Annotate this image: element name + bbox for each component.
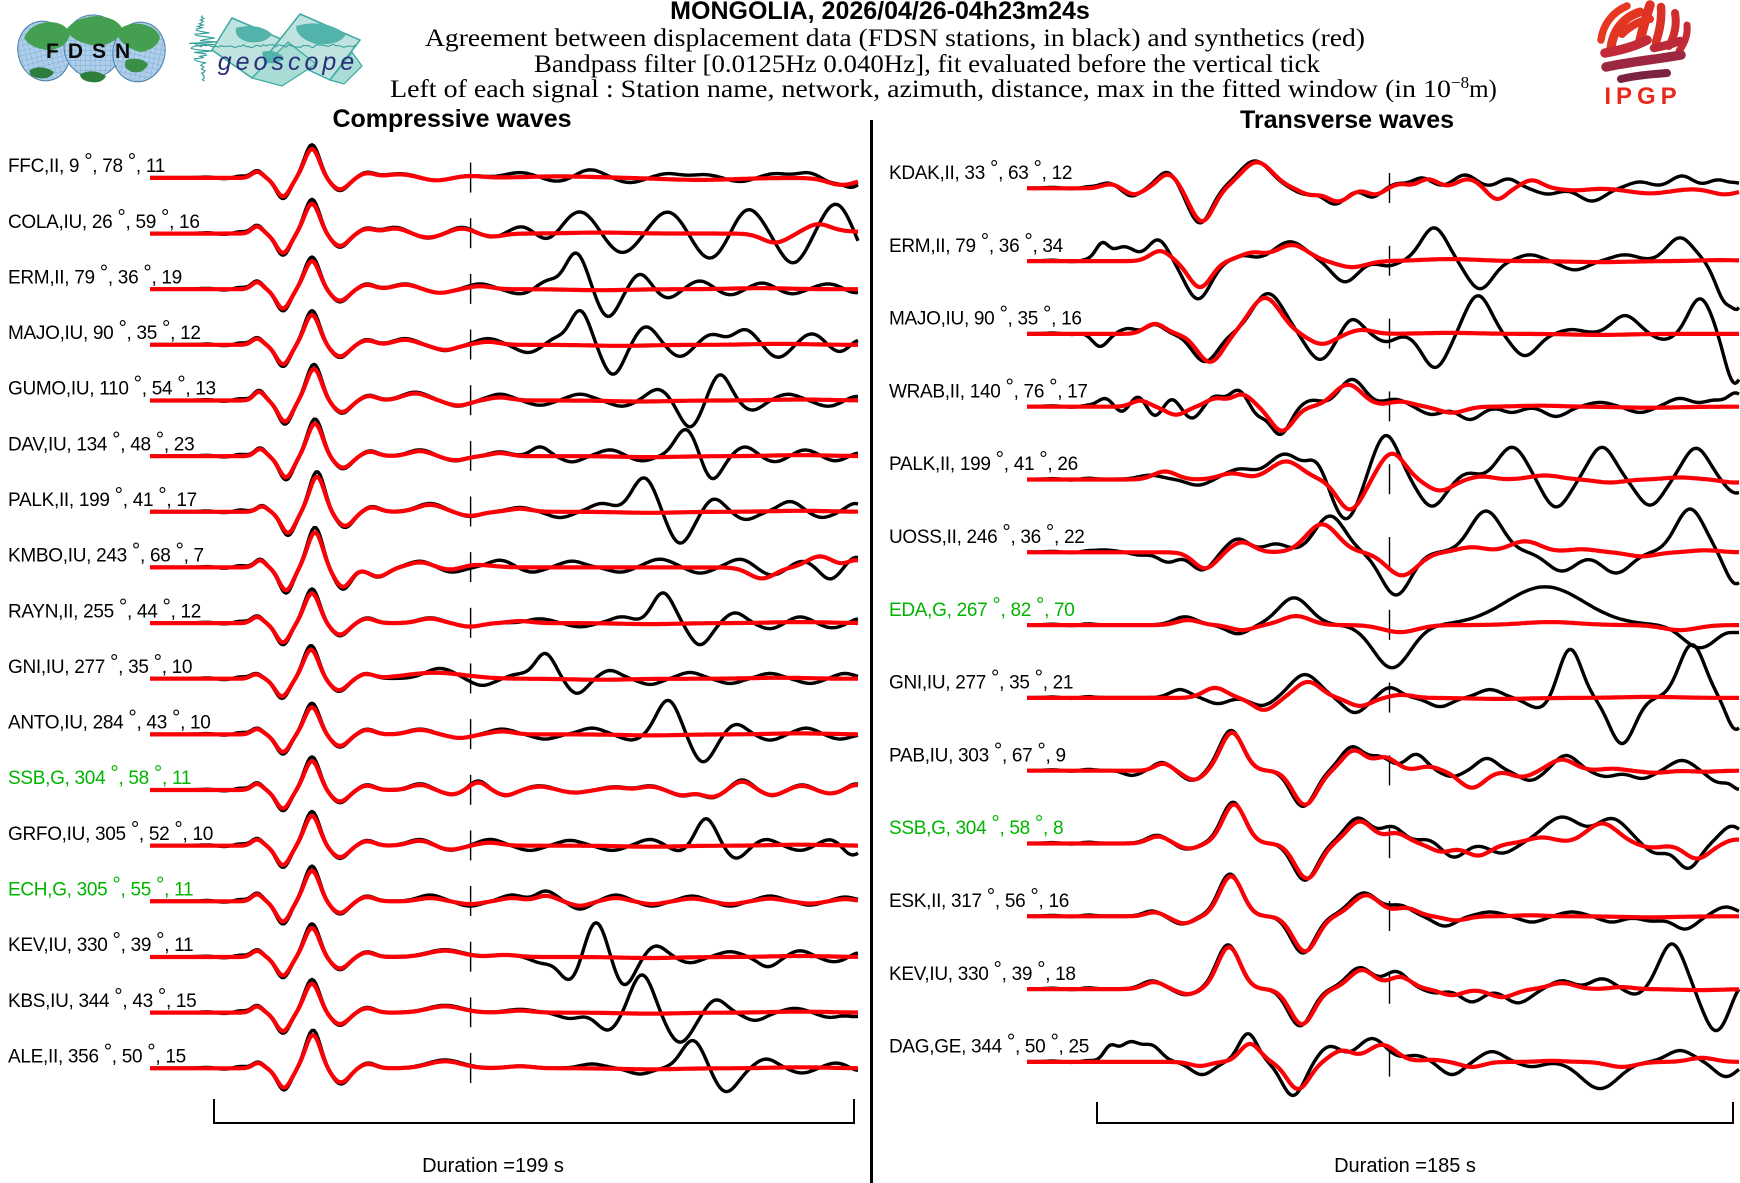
svg-text:Duration =199 s: Duration =199 s	[422, 1155, 564, 1177]
svg-text:Duration =185 s: Duration =185 s	[1334, 1155, 1476, 1177]
svg-text:IPGP: IPGP	[1604, 83, 1681, 110]
svg-text:KBS,IU, 344 °, 43 °, 15: KBS,IU, 344 °, 43 °, 15	[8, 985, 196, 1012]
svg-text:FDSN: FDSN	[46, 40, 139, 63]
svg-text:SSB,G, 304 °, 58 °, 11: SSB,G, 304 °, 58 °, 11	[8, 762, 191, 789]
svg-text:Agreement between displacement: Agreement between displacement data (FDS…	[425, 25, 1365, 52]
svg-text:Transverse waves: Transverse waves	[1240, 106, 1454, 134]
svg-text:Compressive waves: Compressive waves	[332, 105, 571, 133]
svg-text:Bandpass filter [0.0125Hz 0.04: Bandpass filter [0.0125Hz 0.040Hz], fit …	[534, 51, 1321, 78]
svg-text:Left of each signal : Station: Left of each signal : Station name, netw…	[390, 73, 1497, 103]
svg-text:geoscope: geoscope	[218, 48, 358, 76]
svg-text:MONGOLIA, 2026/04/26-04h23m24s: MONGOLIA, 2026/04/26-04h23m24s	[670, 0, 1090, 25]
